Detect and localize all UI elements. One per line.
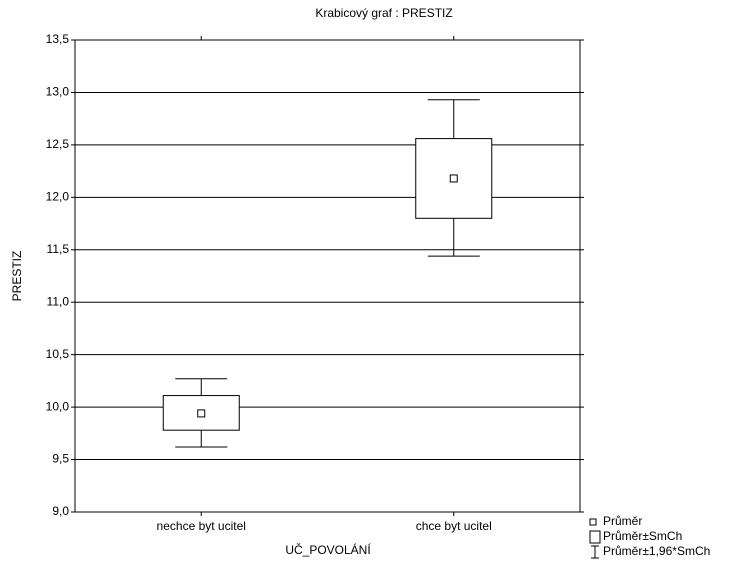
- y-tick-label: 11,5: [47, 242, 70, 256]
- y-tick-label: 13,0: [46, 85, 70, 99]
- x-tick-label: nechce byt ucitel: [157, 519, 246, 533]
- mean-marker: [449, 174, 458, 183]
- y-tick-label: 10,5: [46, 347, 70, 361]
- legend-label: Průměr±1,96*SmCh: [603, 544, 710, 558]
- y-axis-label: PRESTIZ: [10, 251, 24, 302]
- chart-title: Krabicový graf : PRESTIZ: [315, 6, 452, 20]
- y-tick-label: 9,5: [52, 452, 69, 466]
- legend-symbol: [589, 530, 601, 544]
- plot-frame: [74, 39, 581, 513]
- x-tick-label: chce byt ucitel: [416, 519, 492, 533]
- y-tick-label: 9,0: [52, 504, 69, 518]
- legend-label: Průměr: [603, 514, 642, 528]
- legend-symbol: [589, 518, 597, 526]
- mean-marker: [197, 409, 206, 418]
- y-tick-label: 12,5: [46, 137, 70, 151]
- legend-symbol: [591, 545, 599, 559]
- x-axis-label: UČ_POVOLÁNÍ: [285, 542, 371, 557]
- y-tick-label: 13,5: [46, 32, 70, 46]
- y-tick-label: 11,0: [47, 294, 70, 308]
- y-tick-label: 12,0: [46, 190, 70, 204]
- y-tick-label: 10,0: [46, 399, 70, 413]
- legend-label: Průměr±SmCh: [603, 529, 682, 543]
